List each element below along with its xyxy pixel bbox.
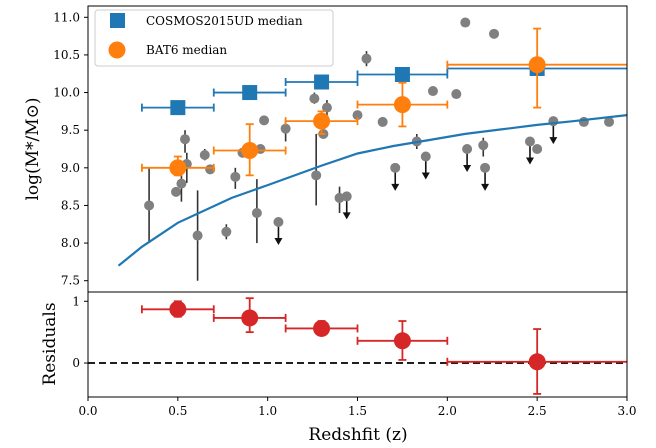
host-galaxy-point: [309, 93, 320, 104]
host-galaxy-point: [280, 123, 291, 134]
x-tick-label: 0.5: [168, 404, 187, 418]
cosmos-median-point: [170, 100, 186, 116]
bat6-median-point: [313, 112, 331, 130]
host-galaxy-point: [604, 116, 615, 127]
host-galaxy-point: [180, 134, 191, 145]
upper-limit-arrowhead: [342, 212, 351, 220]
host-galaxy-point: [361, 53, 372, 64]
host-galaxy-point: [176, 178, 187, 189]
x-tick-label: 1.0: [258, 404, 277, 418]
main-panel: 7.5 8.0 8.5 9.0 9.5 10.0 10.5 11.0 log(M*/M⊙) C…: [23, 5, 628, 293]
host-galaxy-point: [171, 186, 182, 197]
main-y-axis-label: log(M*/M⊙): [23, 97, 43, 200]
x-axis-label: Redshfit (z): [308, 425, 407, 445]
upper-limit-arrowhead: [391, 183, 400, 191]
legend-box: [94, 9, 334, 67]
host-galaxy-point: [460, 17, 471, 28]
bat6-median-point: [169, 159, 187, 177]
host-galaxy-point: [199, 150, 210, 161]
residuals-y-ticks: 01: [72, 294, 88, 370]
host-galaxy-point: [420, 151, 431, 162]
main-plot-content: [117, 17, 628, 281]
residuals-plot-content: [88, 297, 627, 395]
upper-limit-arrowhead: [274, 238, 283, 246]
host-galaxy-point: [578, 116, 589, 127]
legend-marker-cosmos: [110, 13, 125, 28]
main-y-tick-label: 7.5: [61, 274, 80, 288]
host-galaxy-point: [532, 144, 543, 154]
host-galaxy-point: [341, 191, 352, 202]
residual-point: [241, 309, 259, 327]
residual-point: [169, 300, 187, 318]
host-galaxy-point: [489, 28, 500, 39]
host-galaxy-point: [390, 162, 401, 173]
cosmos-median-point: [314, 74, 330, 90]
residual-point: [313, 319, 331, 337]
host-galaxy-point: [205, 164, 216, 175]
upper-limit-arrowhead: [463, 165, 472, 172]
x-tick-label: 2.0: [438, 404, 457, 418]
host-galaxy-point: [524, 136, 535, 147]
host-galaxy-point: [427, 86, 438, 97]
host-galaxy-point: [321, 102, 332, 113]
residual-point: [393, 332, 411, 350]
x-tick-label: 1.5: [348, 404, 367, 418]
legend-label-bat6: BAT6 median: [146, 43, 227, 57]
legend: COSMOS2015UD median BAT6 median: [94, 9, 334, 67]
bat6-median-point: [528, 56, 546, 74]
residual-point: [528, 353, 546, 371]
host-galaxy-point: [230, 171, 241, 182]
host-galaxy-point: [273, 217, 284, 228]
cosmos-median-point: [242, 85, 258, 101]
x-tick-label: 0.0: [78, 404, 97, 418]
bat6-median-point: [393, 96, 411, 114]
main-y-tick-label: 8.5: [61, 198, 80, 212]
x-tick-label: 3.0: [617, 404, 636, 418]
model-curve: [117, 114, 628, 267]
main-y-tick-label: 11.0: [53, 10, 80, 24]
cosmos-median-point: [394, 66, 410, 82]
main-y-tick-label: 8.0: [61, 236, 80, 250]
host-galaxy-point: [221, 226, 232, 237]
main-y-tick-label: 9.5: [61, 123, 80, 137]
host-galaxy-point: [352, 110, 363, 121]
residuals-y-axis-label: Residuals: [40, 302, 60, 385]
residuals-panel: 01 0.0 0.5 1.0 1.5 2.0 2.5 3.0 Residuals Redsh…: [40, 291, 637, 445]
x-tick-label: 2.5: [528, 404, 547, 418]
bat6-median-point: [241, 142, 259, 160]
host-galaxy-point: [377, 116, 388, 127]
host-galaxy-point: [478, 140, 489, 151]
host-galaxy-point: [192, 230, 203, 241]
host-galaxy-point: [311, 170, 322, 181]
main-y-tick-label: 10.5: [53, 48, 80, 62]
legend-label-cosmos: COSMOS2015UD median: [146, 14, 303, 28]
main-y-tick-label: 10.0: [53, 86, 80, 100]
main-y-ticks: 7.5 8.0 8.5 9.0 9.5 10.0 10.5 11.0: [53, 10, 88, 288]
host-galaxy-point: [251, 207, 262, 218]
host-galaxy-point: [144, 200, 155, 211]
x-ticks: 0.0 0.5 1.0 1.5 2.0 2.5 3.0: [78, 397, 637, 418]
legend-marker-bat6: [108, 41, 126, 59]
residuals-y-tick-label: 0: [72, 356, 80, 370]
host-galaxy-point: [462, 144, 473, 154]
main-y-tick-label: 9.0: [61, 161, 80, 175]
host-galaxy-point: [451, 89, 462, 100]
upper-limit-arrowhead: [525, 157, 534, 165]
host-galaxy-point: [259, 115, 270, 126]
upper-limit-arrowhead: [481, 183, 490, 191]
host-galaxy-point: [480, 162, 491, 173]
upper-limit-arrowhead: [549, 137, 558, 145]
residuals-y-tick-label: 1: [72, 294, 80, 308]
upper-limit-arrowhead: [421, 172, 430, 180]
